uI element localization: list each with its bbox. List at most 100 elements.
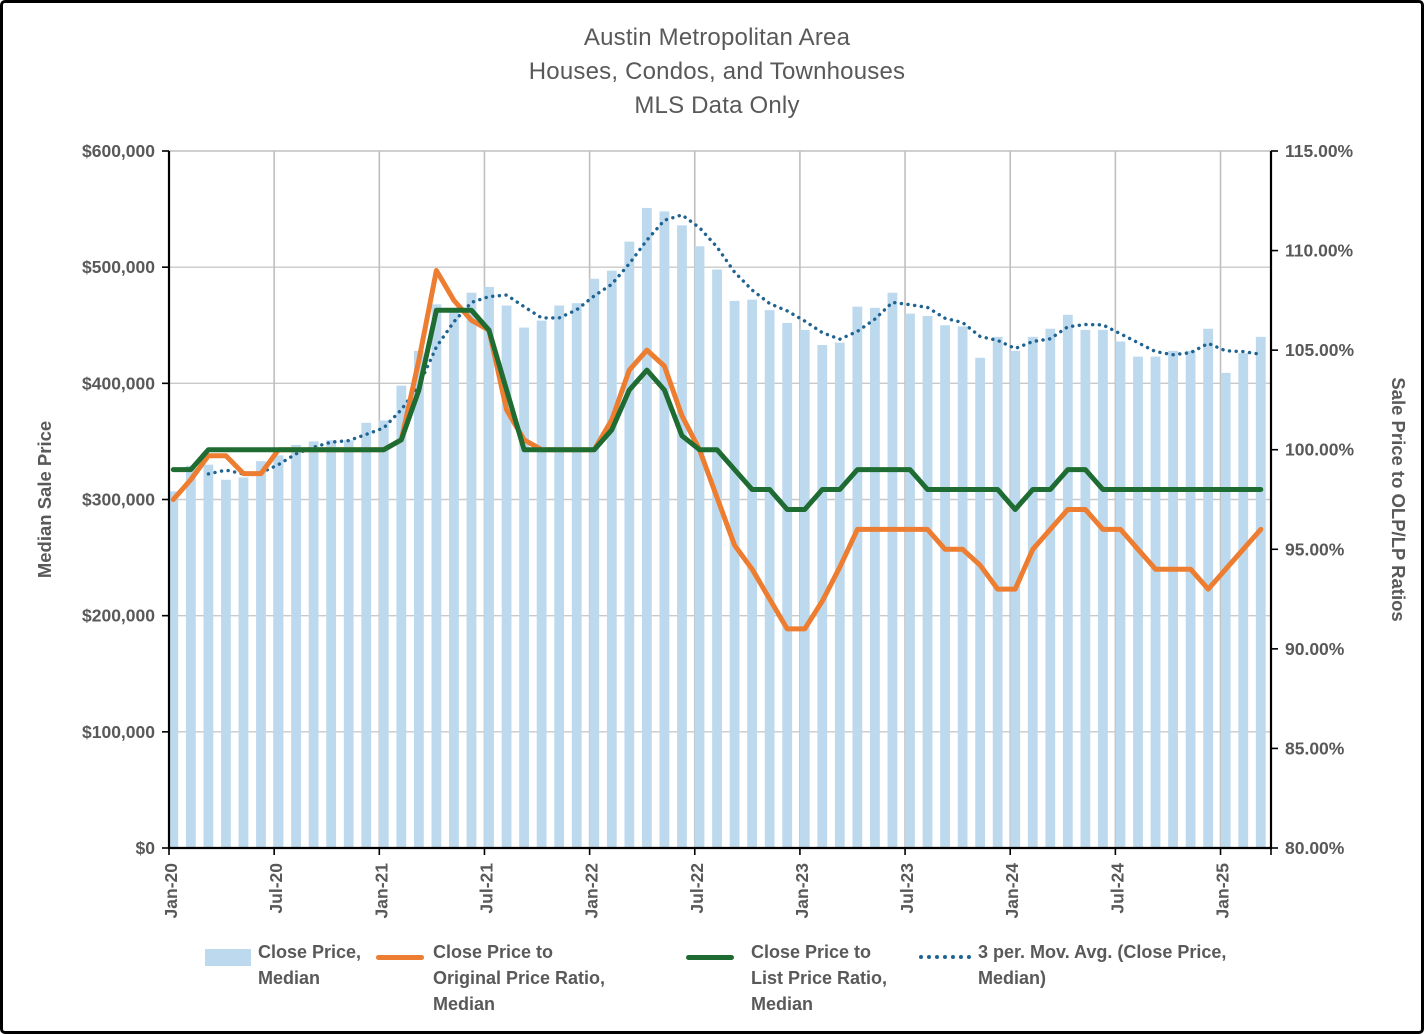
bar (536, 320, 547, 848)
bar (764, 310, 775, 849)
bar (168, 491, 179, 848)
bar (992, 336, 1003, 848)
bar (1185, 350, 1196, 848)
bar (624, 241, 635, 849)
x-tick-label: Jul-20 (266, 863, 286, 914)
legend-swatch-cp-olp-ratio (376, 955, 424, 960)
bar (799, 329, 810, 848)
x-tick-label: Jan-21 (371, 863, 391, 919)
legend-swatch-close-price (205, 949, 251, 966)
bar (554, 305, 565, 848)
bar (413, 350, 424, 848)
bar (729, 300, 740, 849)
bar (1238, 353, 1249, 848)
bar (1027, 336, 1038, 848)
bar (659, 211, 670, 848)
moving-average-path (206, 213, 1263, 476)
bar (606, 270, 617, 848)
cp-lp-ratio-line (170, 307, 1264, 512)
bar (589, 278, 600, 848)
x-tick-label: Jul-22 (687, 863, 707, 914)
bar (1098, 329, 1108, 848)
bar (782, 322, 793, 849)
bar (484, 286, 494, 848)
x-tick-labels: Jan-20 Jul-20 Jan-21 Jul-21 Jan-22 Jul-22 Jan-… (161, 863, 1233, 919)
y-right-tick-label: 105.00% (1285, 340, 1355, 360)
bar (852, 306, 863, 848)
moving-average-line (206, 213, 1263, 476)
x-tick-label: Jan-23 (792, 863, 812, 919)
bar (501, 305, 512, 848)
y-right-tick-label: 110.00% (1285, 241, 1354, 261)
x-tick-label: Jan-20 (161, 863, 181, 919)
y-left-tick-label: $500,000 (82, 257, 155, 277)
axis-titles: Median Sale Price Sale Price to OLP/LP Ra… (34, 377, 1409, 621)
bar (940, 325, 950, 848)
bar (203, 464, 214, 848)
bar (273, 455, 284, 848)
y-left-tick-labels: $0 $100,000 $200,000 $300,000 $400,000 $500,0… (82, 141, 155, 858)
bar (291, 444, 301, 848)
bar (431, 304, 442, 849)
bar (870, 307, 880, 848)
bar (1150, 356, 1161, 848)
legend-label-cp-lp-ratio: Close Price to List Price Ratio, Median (751, 942, 888, 1014)
bar (185, 465, 196, 848)
x-tick-label: Jul-24 (1107, 863, 1127, 914)
chart-title: Austin Metropolitan Area Houses, Condos,… (166, 21, 1268, 123)
bar (466, 292, 477, 848)
bar (256, 461, 266, 848)
bar (922, 315, 933, 848)
bar (238, 477, 249, 848)
bar (677, 225, 687, 848)
x-tick-label: Jan-22 (582, 863, 602, 919)
y-right-tick-label: 80.00% (1285, 838, 1345, 858)
legend-swatch-moving-average (919, 955, 971, 959)
legend-swatch-cp-lp-ratio (686, 955, 734, 960)
y-right-tick-label: 95.00% (1285, 539, 1345, 559)
legend-label-cp-olp-ratio: Close Price to Original Price Ratio, Med… (433, 942, 606, 1014)
cp-lp-ratio-line-path (170, 307, 1264, 512)
x-tick-label: Jan-25 (1213, 863, 1233, 919)
y-left-tick-label: $200,000 (82, 606, 155, 626)
y-right-tick-label: 115.00% (1285, 141, 1354, 161)
chart-title-line1: Austin Metropolitan Area (583, 24, 851, 51)
bar (221, 479, 231, 848)
x-tick-label: Jul-23 (897, 863, 917, 914)
bar (975, 357, 986, 848)
bar (361, 422, 372, 848)
bar (449, 310, 459, 849)
bar (1255, 336, 1266, 848)
bar (396, 385, 407, 848)
bar (571, 303, 582, 848)
x-tick-label: Jul-21 (476, 863, 496, 914)
bar (1115, 341, 1126, 848)
bar (905, 313, 915, 849)
y-left-axis-title: Median Sale Price (34, 421, 55, 578)
bar (1168, 350, 1178, 848)
legend-label-close-price: Close Price, Median (258, 942, 362, 988)
bar (343, 440, 354, 848)
bar (326, 440, 337, 848)
y-right-tick-labels: 80.00% 85.00% 90.00% 95.00% 100.00% 105.00% 11… (1285, 141, 1355, 858)
y-left-tick-label: $400,000 (82, 373, 155, 393)
axis-lines (162, 150, 1278, 855)
y-left-tick-label: $600,000 (82, 141, 155, 161)
bar (712, 269, 722, 848)
bar (1133, 356, 1143, 848)
bar (378, 420, 389, 848)
y-right-axis-title: Sale Price to OLP/LP Ratios (1388, 377, 1409, 621)
legend-label-moving-average: 3 per. Mov. Avg. (Close Price, Median) (978, 942, 1227, 988)
bar (957, 326, 968, 849)
chart-title-line3: MLS Data Only (634, 92, 800, 119)
bar (1080, 329, 1091, 848)
y-left-tick-label: $0 (136, 838, 156, 858)
y-left-tick-label: $300,000 (82, 490, 155, 510)
bar (1220, 372, 1231, 848)
y-left-tick-label: $100,000 (82, 722, 155, 742)
bar (519, 327, 529, 848)
bars (168, 207, 1266, 849)
bar (308, 441, 319, 848)
bar (887, 292, 898, 848)
